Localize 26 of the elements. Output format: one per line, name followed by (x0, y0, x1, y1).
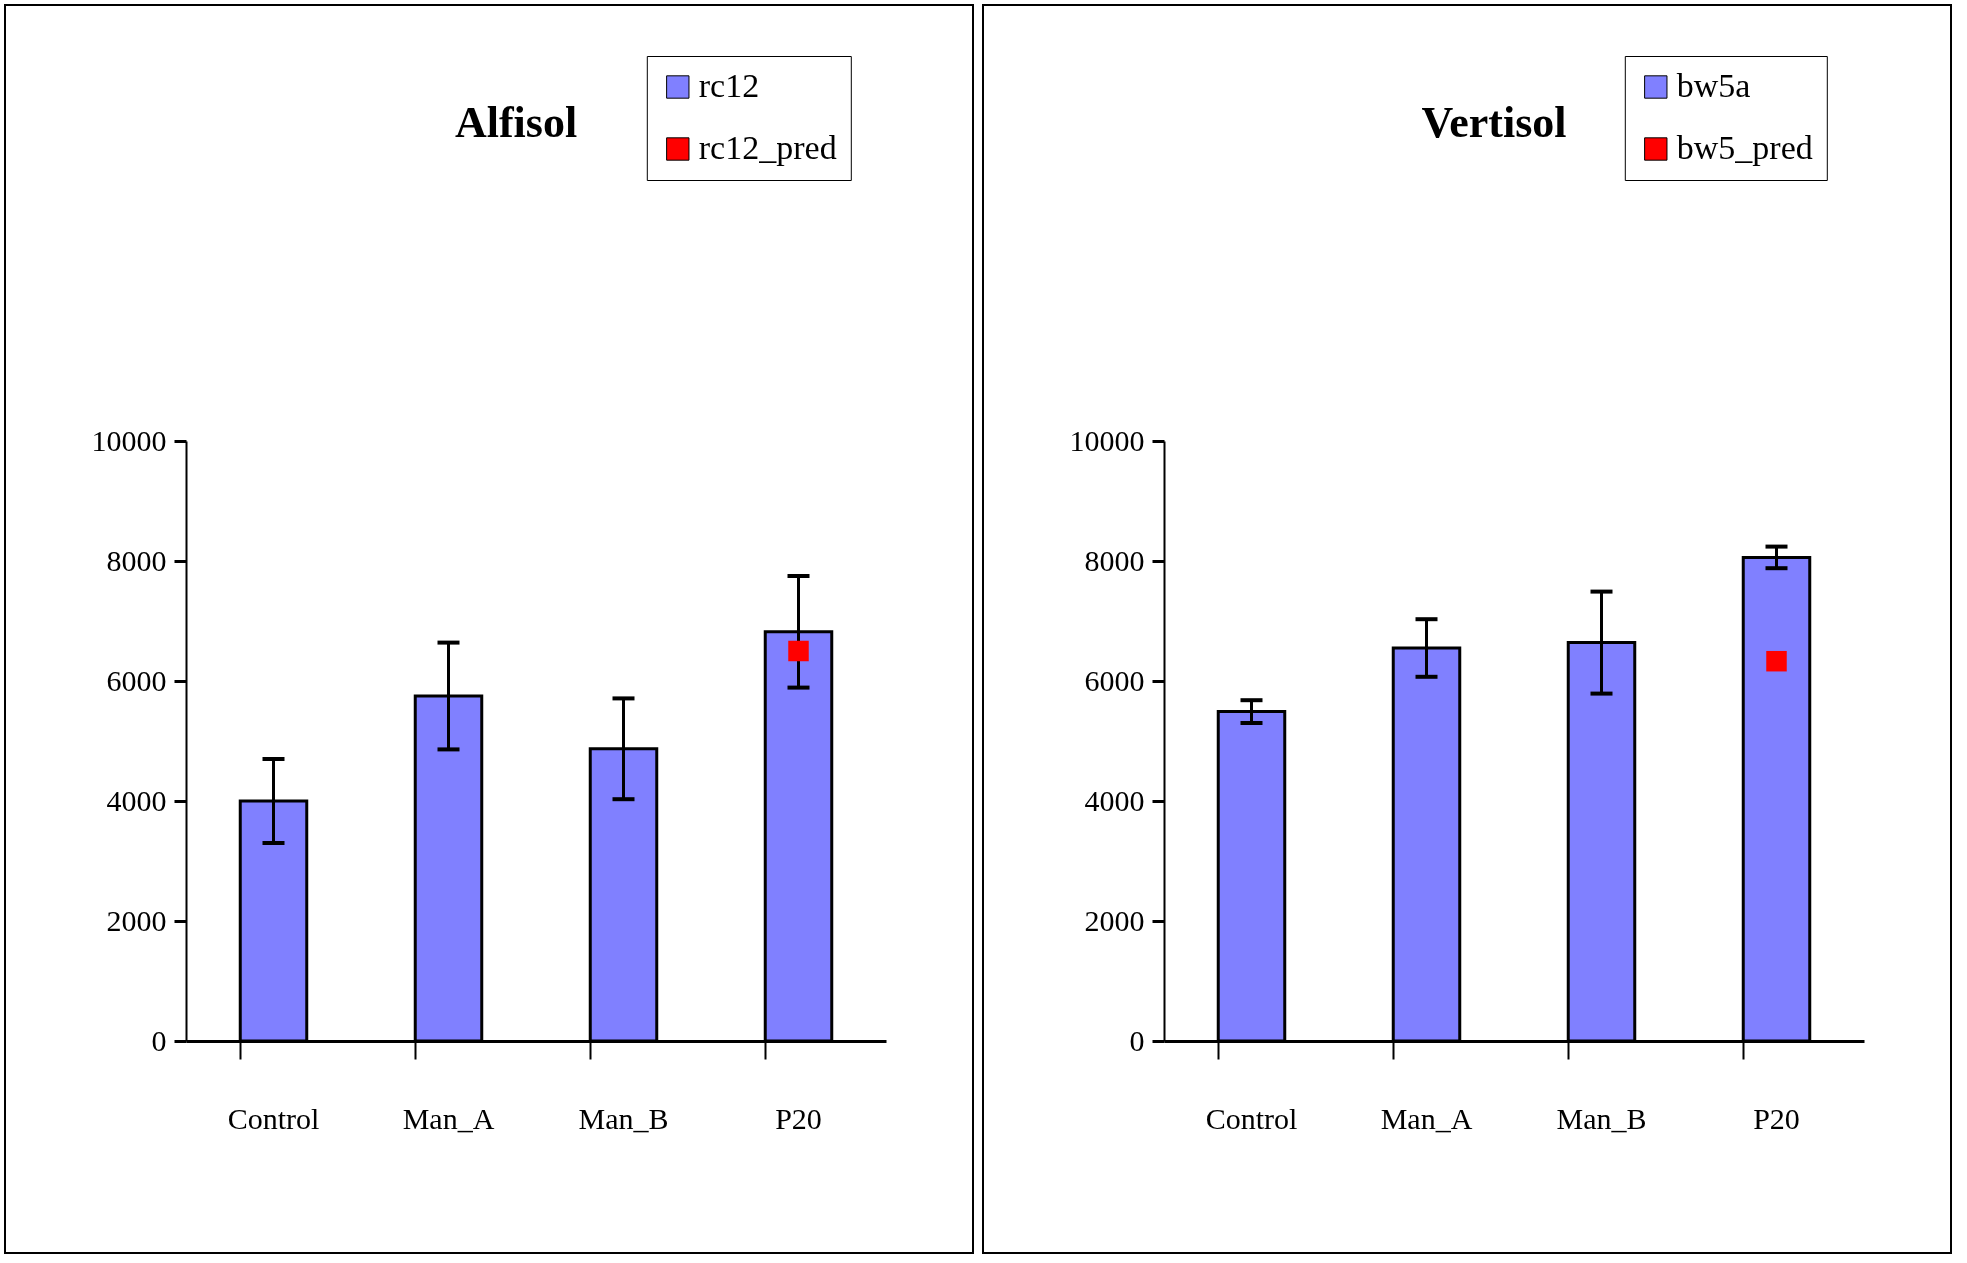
y-tick-label: 10000 (1069, 423, 1145, 457)
y-tick-label: 8000 (106, 543, 167, 577)
y-tick-label: 6000 (106, 663, 167, 697)
y-tick-label: 0 (151, 1023, 167, 1057)
x-tick-label: Man_B (578, 1101, 669, 1135)
y-tick-label: 8000 (1084, 543, 1145, 577)
y-tick-label: 10000 (91, 423, 167, 457)
legend-label: bw5_pred (1676, 129, 1813, 166)
x-tick-label: P20 (775, 1101, 822, 1135)
legend-label: rc12_pred (698, 129, 837, 166)
legend-label: rc12 (698, 67, 760, 104)
y-tick-label: 6000 (1084, 663, 1145, 697)
legend-label: bw5a (1676, 67, 1751, 104)
chart-title: Alfisol (454, 97, 578, 147)
y-tick-label: 0 (1129, 1023, 1145, 1057)
x-tick-label: Man_A (1380, 1101, 1473, 1135)
y-tick-label: 4000 (1084, 783, 1145, 817)
y-tick-label: 2000 (1084, 903, 1145, 937)
y-tick-label: 4000 (106, 783, 167, 817)
x-tick-label: Control (227, 1101, 320, 1135)
x-tick-label: Man_A (402, 1101, 495, 1135)
x-tick-label: Control (1205, 1101, 1298, 1135)
x-tick-label: P20 (1753, 1101, 1800, 1135)
chart-title: Vertisol (1421, 97, 1567, 147)
x-tick-label: Man_B (1556, 1101, 1647, 1135)
y-tick-label: 2000 (106, 903, 167, 937)
